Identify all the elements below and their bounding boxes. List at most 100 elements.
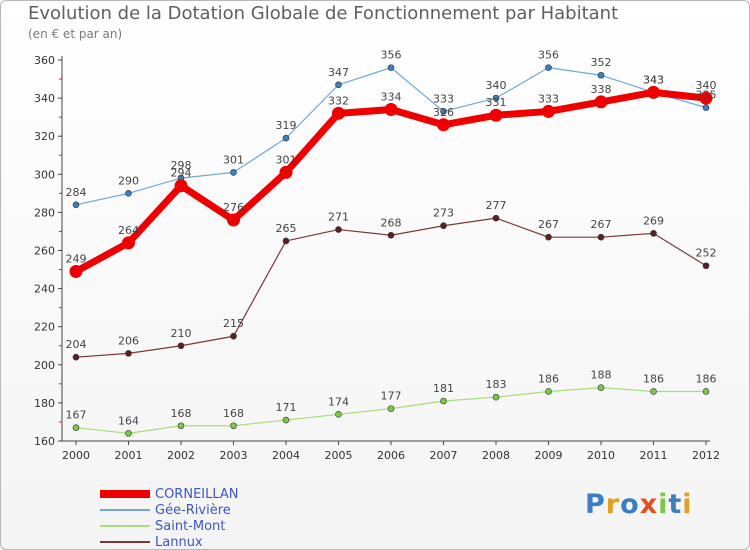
legend-swatch-lannux (100, 541, 150, 543)
data-label: 188 (591, 369, 612, 382)
data-label: 347 (328, 66, 349, 79)
data-label: 340 (486, 79, 507, 92)
data-point (387, 405, 395, 412)
legend-label-lannux: Lannux (155, 534, 203, 550)
data-label: 174 (328, 395, 349, 408)
data-label: 181 (433, 382, 454, 395)
series-line (75, 67, 707, 206)
data-point (545, 233, 552, 241)
data-label: 334 (381, 91, 402, 104)
data-label: 356 (381, 49, 402, 62)
legend-label-corneillan: CORNEILLAN (155, 486, 239, 502)
x-tick-label: 2010 (587, 449, 615, 462)
y-tick-label: 240 (34, 283, 55, 296)
data-point (699, 91, 713, 105)
proxiti-logo: Proxiti (585, 489, 693, 520)
legend-item-corneillan: CORNEILLAN (100, 486, 239, 502)
data-point (335, 81, 342, 89)
x-tick-label: 2009 (535, 449, 563, 462)
x-tick-label: 2008 (482, 449, 510, 462)
data-label: 168 (223, 407, 244, 420)
data-point (702, 104, 710, 111)
data-label: 249 (66, 252, 87, 265)
y-tick-label: 160 (34, 435, 55, 448)
data-label: 186 (643, 372, 664, 385)
data-point (437, 118, 450, 132)
x-tick-label: 2001 (115, 449, 143, 462)
data-label: 332 (328, 94, 349, 107)
data-point (230, 422, 237, 430)
y-tick-label: 220 (34, 321, 55, 334)
y-tick-label: 340 (34, 92, 55, 105)
x-tick-label: 2003 (220, 449, 248, 462)
data-label: 273 (433, 207, 454, 220)
data-point (125, 430, 132, 437)
data-point (282, 134, 290, 142)
data-label: 335 (696, 89, 717, 102)
data-label: 264 (118, 224, 139, 237)
y-tick-label: 280 (34, 206, 55, 219)
data-label: 186 (538, 372, 559, 385)
data-point (125, 190, 132, 197)
data-point (72, 353, 80, 361)
data-label: 356 (538, 49, 559, 62)
legend-item-gee-riviere: Gée-Rivière (100, 502, 239, 518)
y-tick-label: 180 (34, 397, 55, 410)
data-label: 298 (171, 159, 192, 172)
legend-swatch-saint-mont (100, 525, 150, 527)
data-point (440, 222, 447, 230)
x-tick-label: 2012 (692, 449, 720, 462)
data-label: 319 (276, 119, 297, 132)
data-point (384, 103, 398, 117)
data-label: 171 (276, 401, 297, 414)
data-point (387, 64, 395, 71)
data-label: 284 (66, 186, 87, 199)
data-point (650, 230, 657, 237)
y-tick-label: 360 (34, 54, 55, 67)
x-tick-label: 2007 (430, 449, 458, 462)
y-tick-label: 260 (34, 245, 55, 258)
legend-item-saint-mont: Saint-Mont (100, 518, 239, 534)
data-point (282, 237, 290, 245)
data-label: 340 (696, 79, 717, 92)
y-tick-label: 300 (34, 168, 55, 181)
data-label: 210 (171, 327, 192, 340)
data-point (492, 393, 500, 401)
data-label: 343 (643, 73, 664, 86)
data-label: 177 (381, 390, 402, 403)
legend-label-gee-riviere: Gée-Rivière (155, 502, 231, 518)
data-point (332, 106, 345, 120)
data-label: 268 (381, 216, 402, 229)
data-point (702, 262, 710, 270)
data-label: 204 (66, 338, 87, 351)
data-label: 269 (643, 214, 664, 227)
data-label: 333 (433, 92, 454, 105)
data-label: 168 (171, 407, 192, 420)
data-label: 294 (171, 167, 192, 180)
data-point (492, 214, 500, 222)
data-point (335, 226, 342, 233)
data-point (594, 95, 608, 109)
x-tick-label: 2000 (62, 449, 90, 462)
data-point (545, 64, 552, 71)
x-tick-label: 2011 (640, 449, 668, 462)
chart-subtitle: (en € et par an) (28, 27, 123, 41)
data-point (492, 94, 500, 102)
data-point (69, 264, 83, 278)
data-label: 301 (223, 153, 244, 166)
data-point (702, 388, 710, 395)
data-label: 206 (118, 334, 139, 347)
data-point (387, 231, 395, 239)
data-label: 326 (433, 106, 454, 119)
data-point (227, 213, 240, 227)
data-label: 301 (276, 153, 297, 166)
y-tick-label: 200 (34, 359, 55, 372)
data-point (125, 350, 132, 357)
data-label: 338 (591, 83, 612, 96)
data-label: 252 (696, 247, 717, 260)
x-tick-label: 2005 (325, 449, 353, 462)
legend-swatch-corneillan (100, 490, 150, 498)
data-label: 186 (696, 372, 717, 385)
data-point (545, 388, 552, 395)
